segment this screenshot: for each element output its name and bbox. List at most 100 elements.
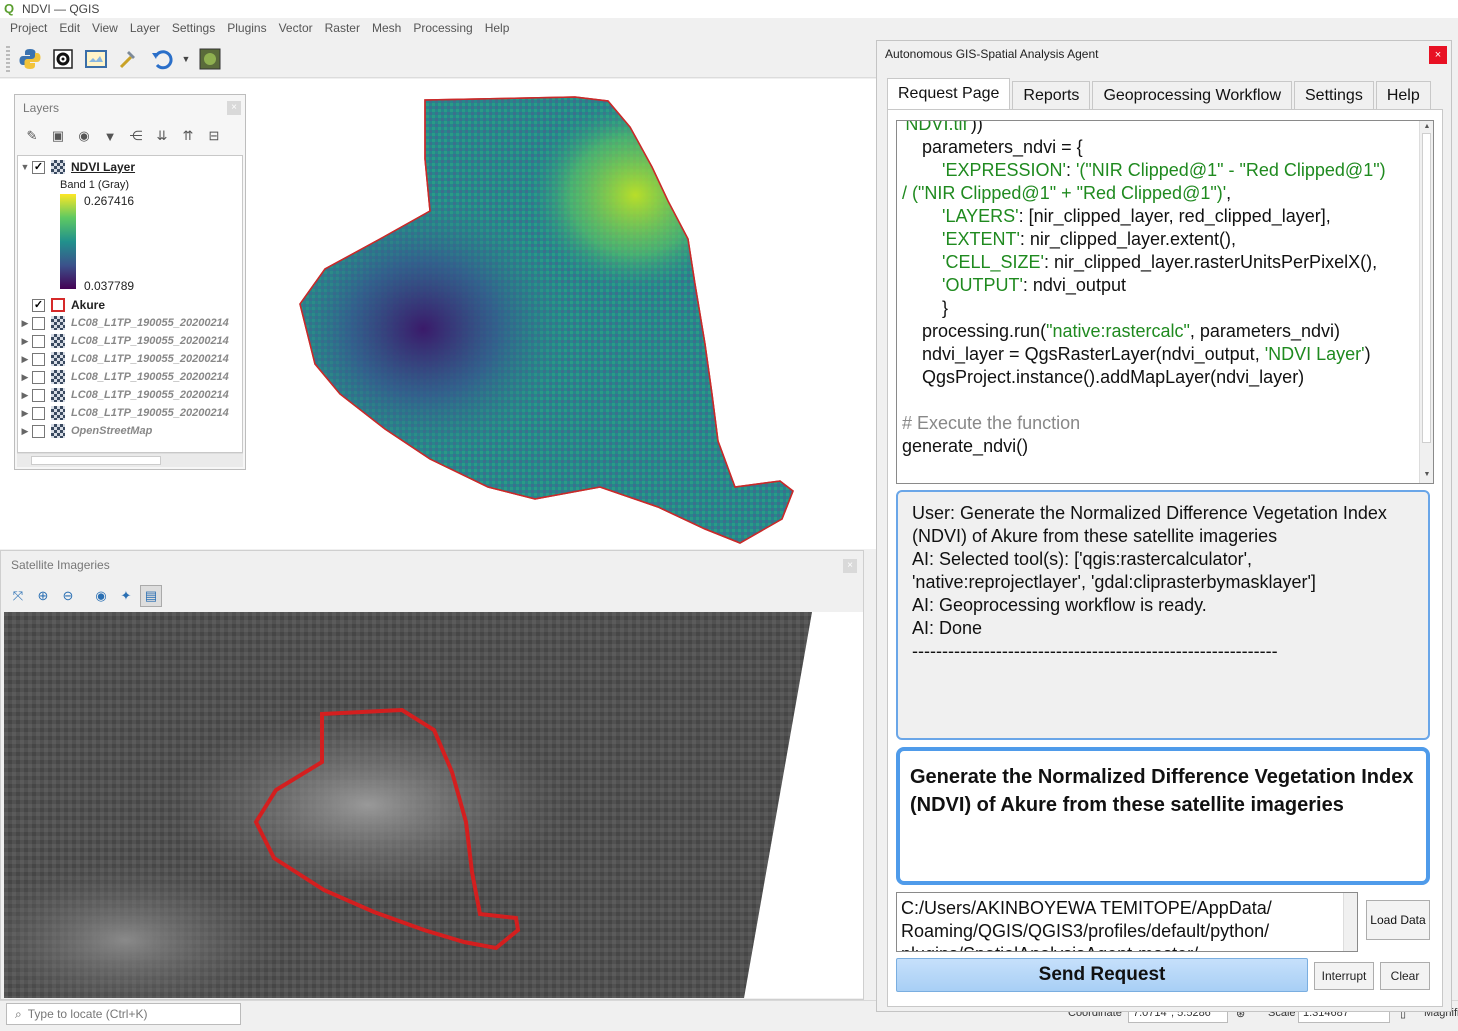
eye-icon[interactable]: ◉ xyxy=(78,128,90,143)
close-icon[interactable]: × xyxy=(843,559,857,573)
satellite-map-canvas[interactable] xyxy=(4,612,863,998)
data-path-text: C:/Users/AKINBOYEWA TEMITOPE/AppData/ Ro… xyxy=(901,897,1341,951)
code-line: generate_ndvi() xyxy=(902,436,1029,456)
layer-row-lc08-6[interactable]: ▶ LC08_L1TP_190055_20200214 xyxy=(18,404,229,422)
collapse-all-icon[interactable]: ⇈ xyxy=(182,128,194,143)
load-data-button[interactable]: Load Data xyxy=(1366,900,1430,940)
layer-row-lc08-1[interactable]: ▶ LC08_L1TP_190055_20200214 xyxy=(18,314,229,332)
raster-layer-icon xyxy=(51,388,65,402)
spatial-analysis-agent-dialog: Autonomous GIS-Spatial Analysis Agent × … xyxy=(876,40,1452,1012)
layer-checkbox[interactable]: ✓ xyxy=(32,298,45,312)
layer-row-lc08-5[interactable]: ▶ LC08_L1TP_190055_20200214 xyxy=(18,386,229,404)
chevron-down-icon[interactable]: ▼ xyxy=(181,53,191,64)
tab-geoprocessing-workflow[interactable]: Geoprocessing Workflow xyxy=(1092,81,1292,109)
data-path-field[interactable]: C:/Users/AKINBOYEWA TEMITOPE/AppData/ Ro… xyxy=(896,892,1358,952)
tab-reports[interactable]: Reports xyxy=(1012,81,1091,109)
code-line: processing.run("native:rastercalc", para… xyxy=(902,321,1340,341)
close-icon[interactable]: × xyxy=(227,101,241,115)
legend-max-value: 0.267416 xyxy=(84,194,135,208)
layer-checkbox[interactable] xyxy=(32,388,45,402)
locator-placeholder: Type to locate (Ctrl+K) xyxy=(27,1007,148,1021)
wrench-icon[interactable]: ✦ xyxy=(120,588,132,603)
hammer-icon[interactable] xyxy=(115,45,143,73)
eye-icon[interactable]: ◉ xyxy=(95,588,107,603)
undo-icon[interactable] xyxy=(148,45,176,73)
close-icon[interactable]: × xyxy=(1429,46,1447,64)
menu-edit[interactable]: Edit xyxy=(59,21,81,35)
layer-row-akure[interactable]: ✓ Akure xyxy=(18,296,105,314)
code-line: 'NDVI.tif')) xyxy=(902,120,983,134)
horizontal-scrollbar[interactable] xyxy=(17,453,243,467)
send-request-button[interactable]: Send Request xyxy=(896,958,1308,992)
expand-arrow-icon[interactable]: ▶ xyxy=(21,353,29,364)
menu-processing[interactable]: Processing xyxy=(413,21,473,35)
menu-vector[interactable]: Vector xyxy=(278,21,313,35)
layer-name: LC08_L1TP_190055_20200214 xyxy=(71,317,229,329)
layer-row-lc08-4[interactable]: ▶ LC08_L1TP_190055_20200214 xyxy=(18,368,229,386)
menu-mesh[interactable]: Mesh xyxy=(371,21,402,35)
interrupt-button[interactable]: Interrupt xyxy=(1314,962,1374,990)
collapse-arrow-icon[interactable]: ▼ xyxy=(20,162,30,172)
raster-layer-icon xyxy=(51,160,65,174)
menu-layer[interactable]: Layer xyxy=(129,21,160,35)
filter-icon[interactable]: ▼ xyxy=(103,128,117,144)
expand-all-icon[interactable]: ⇊ xyxy=(156,128,168,143)
map-canvas[interactable] xyxy=(0,79,876,549)
window-title: NDVI — QGIS xyxy=(22,2,100,16)
menu-raster[interactable]: Raster xyxy=(324,21,360,35)
layer-checkbox[interactable] xyxy=(32,370,45,384)
generated-code-view[interactable]: 'NDVI.tif')) parameters_ndvi = { 'EXPRES… xyxy=(896,120,1434,484)
zoom-in-icon[interactable]: ⊕ xyxy=(37,588,49,603)
layer-checkbox[interactable]: ✓ xyxy=(32,160,45,174)
sync-extent-icon[interactable]: ▤ xyxy=(140,585,162,607)
layer-row-ndvi[interactable]: ▼ ✓ NDVI Layer xyxy=(18,158,135,176)
lock-icon[interactable]: ▯ xyxy=(1400,1008,1407,1020)
filter-expression-icon[interactable]: ⋲ xyxy=(129,128,143,143)
extents-toggle-icon[interactable]: ⊛ xyxy=(1236,1008,1246,1020)
remove-layer-icon[interactable]: ⊟ xyxy=(208,128,220,143)
settings-gear-icon[interactable] xyxy=(49,45,77,73)
layer-checkbox[interactable] xyxy=(32,406,45,420)
chat-line: AI: Done xyxy=(912,618,983,638)
clear-button[interactable]: Clear xyxy=(1380,962,1430,990)
layer-row-osm[interactable]: ▶ OpenStreetMap xyxy=(18,422,152,440)
expand-arrow-icon[interactable]: ▶ xyxy=(21,371,29,382)
style-brush-icon[interactable]: ✎ xyxy=(26,128,38,143)
add-group-icon[interactable]: ▣ xyxy=(51,128,65,143)
menu-settings[interactable]: Settings xyxy=(171,21,216,35)
zoom-full-icon[interactable]: ⤧ xyxy=(12,588,24,603)
locator-search-input[interactable]: ⌕ Type to locate (Ctrl+K) xyxy=(6,1003,241,1025)
plugin-icon[interactable] xyxy=(196,45,224,73)
python-icon[interactable] xyxy=(16,45,44,73)
code-scrollbar[interactable]: ▲ ▼ xyxy=(1419,121,1433,483)
tab-request-page[interactable]: Request Page xyxy=(887,78,1011,109)
menu-help[interactable]: Help xyxy=(484,21,510,35)
layer-row-lc08-2[interactable]: ▶ LC08_L1TP_190055_20200214 xyxy=(18,332,229,350)
zoom-out-icon[interactable]: ⊖ xyxy=(62,588,74,603)
scroll-up-icon[interactable]: ▲ xyxy=(1423,123,1431,130)
code-line: 'LAYERS': [nir_clipped_layer, red_clippe… xyxy=(942,206,1331,226)
expand-arrow-icon[interactable]: ▶ xyxy=(21,335,29,346)
expand-arrow-icon[interactable]: ▶ xyxy=(21,407,29,418)
tab-settings[interactable]: Settings xyxy=(1294,81,1374,109)
menu-plugins[interactable]: Plugins xyxy=(227,21,267,35)
scroll-down-icon[interactable]: ▼ xyxy=(1423,471,1431,478)
tab-help[interactable]: Help xyxy=(1375,81,1431,109)
map-view-icon[interactable] xyxy=(82,45,110,73)
menu-project[interactable]: Project xyxy=(10,21,48,35)
toolbar-grip[interactable] xyxy=(6,45,10,72)
path-scrollbar[interactable] xyxy=(1343,893,1357,951)
layer-checkbox[interactable] xyxy=(32,334,45,348)
expand-arrow-icon[interactable]: ▶ xyxy=(21,425,29,436)
expand-arrow-icon[interactable]: ▶ xyxy=(21,389,29,400)
layer-checkbox[interactable] xyxy=(32,316,45,330)
layer-checkbox[interactable] xyxy=(32,352,45,366)
layer-checkbox[interactable] xyxy=(32,424,45,438)
main-toolbar: ▼ xyxy=(0,40,876,78)
expand-arrow-icon[interactable]: ▶ xyxy=(21,317,29,328)
raster-layer-icon xyxy=(51,406,65,420)
menu-view[interactable]: View xyxy=(92,21,118,35)
request-input[interactable]: Generate the Normalized Difference Veget… xyxy=(896,747,1430,885)
layer-row-lc08-3[interactable]: ▶ LC08_L1TP_190055_20200214 xyxy=(18,350,229,368)
